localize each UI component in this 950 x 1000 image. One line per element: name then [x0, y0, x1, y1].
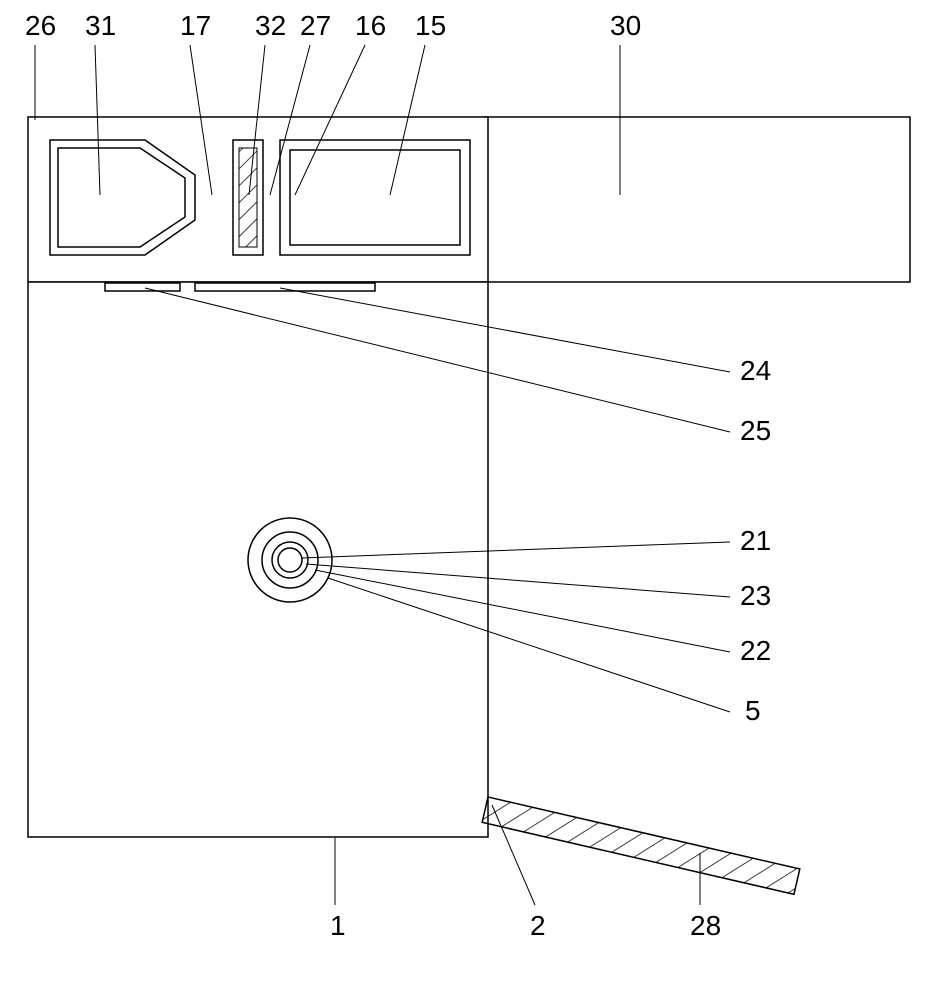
technical-diagram: 26 31 17 32 27 16 15 30 24 25 21 23 22 5… — [0, 0, 950, 1000]
right-extension-block — [485, 117, 910, 282]
label-30: 30 — [610, 10, 641, 41]
label-15: 15 — [415, 10, 446, 41]
label-23: 23 — [740, 580, 771, 611]
label-21: 21 — [740, 525, 771, 556]
label-22: 22 — [740, 635, 771, 666]
label-25: 25 — [740, 415, 771, 446]
label-16: 16 — [355, 10, 386, 41]
label-31: 31 — [85, 10, 116, 41]
label-2: 2 — [530, 910, 546, 941]
label-24: 24 — [740, 355, 771, 386]
label-17: 17 — [180, 10, 211, 41]
label-32: 32 — [255, 10, 286, 41]
right-rect-outer — [280, 140, 470, 255]
middle-slot-hatched — [239, 148, 257, 247]
label-27: 27 — [300, 10, 331, 41]
label-5: 5 — [745, 695, 761, 726]
label-26: 26 — [25, 10, 56, 41]
label-1: 1 — [330, 910, 346, 941]
circle-outer — [248, 518, 332, 602]
label-28: 28 — [690, 910, 721, 941]
diagonal-bar — [482, 797, 800, 894]
